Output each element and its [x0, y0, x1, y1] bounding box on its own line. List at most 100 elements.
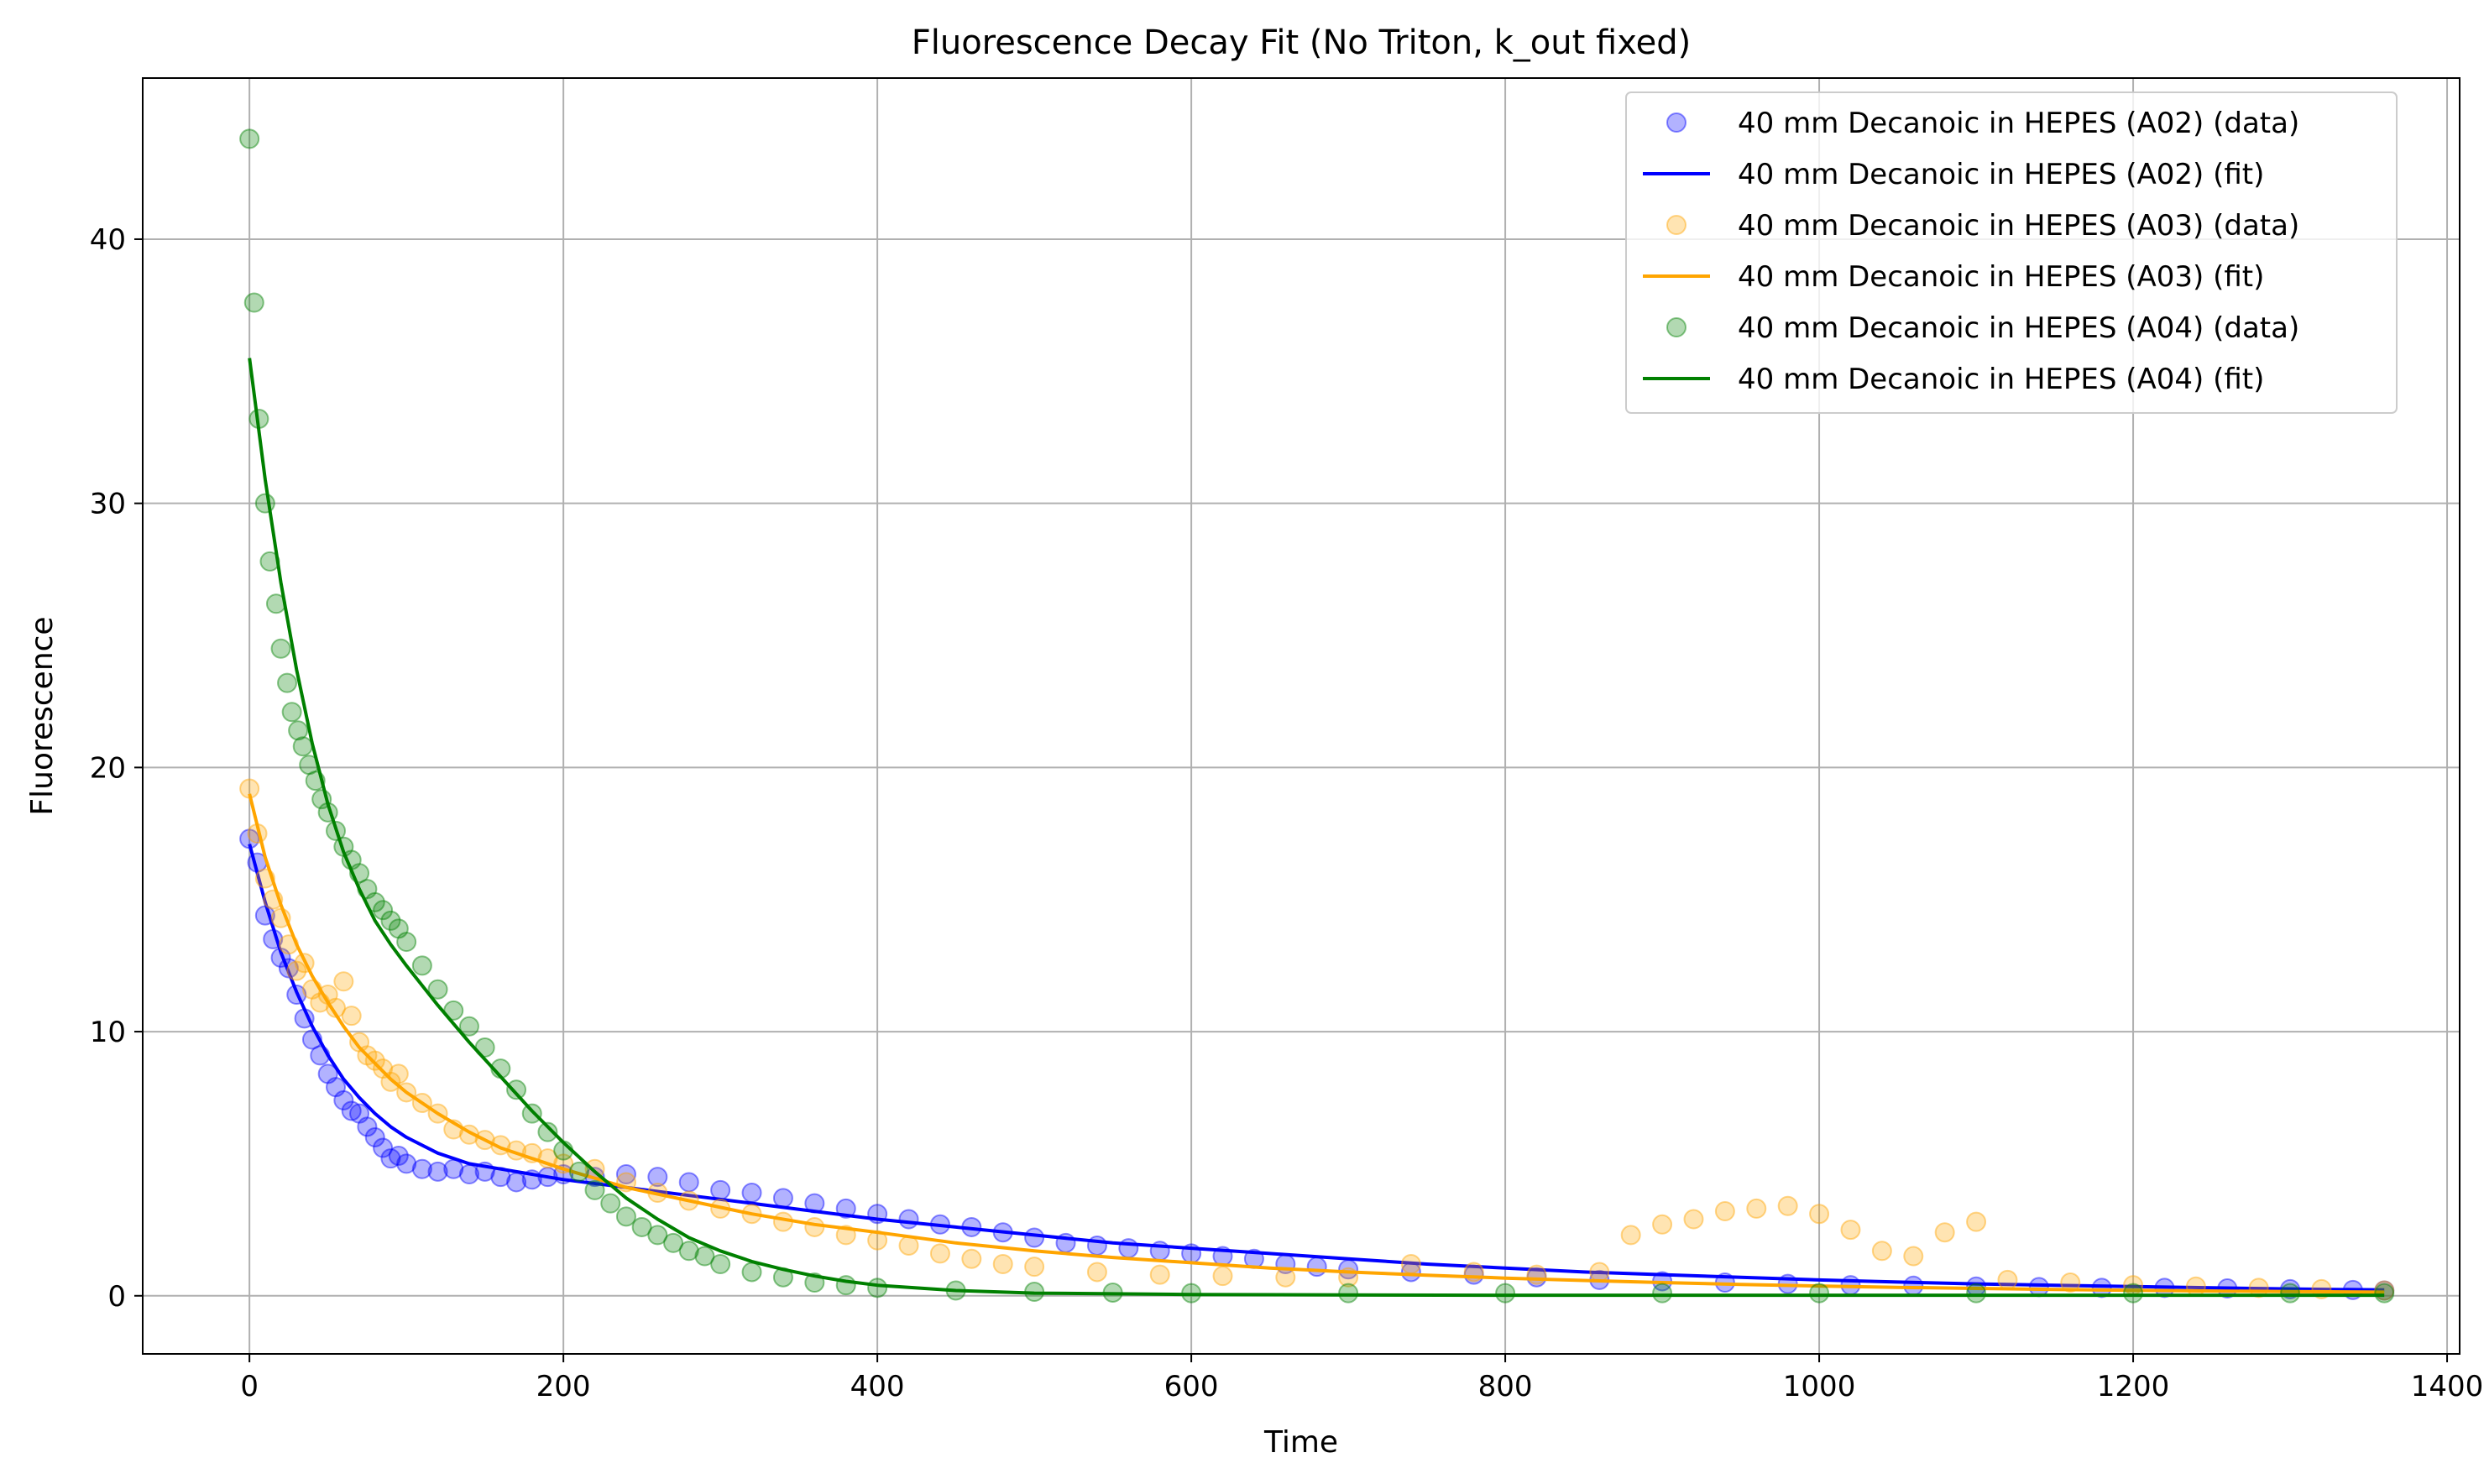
data-point — [521, 1103, 542, 1124]
data-point — [961, 1248, 982, 1269]
legend-label: 40 mm Decanoic in HEPES (A02) (fit) — [1738, 158, 2264, 191]
data-point — [804, 1216, 825, 1237]
data-point — [1589, 1262, 1610, 1283]
data-point — [357, 1116, 378, 1137]
data-point — [1903, 1275, 1924, 1296]
data-point — [1903, 1246, 1924, 1267]
data-point — [678, 1241, 699, 1262]
data-point — [1526, 1264, 1547, 1285]
x-tick-label: 1000 — [1783, 1370, 1856, 1403]
data-point — [380, 1148, 401, 1169]
x-tick-label: 800 — [1478, 1370, 1533, 1403]
data-point — [615, 1206, 636, 1227]
data-point — [1714, 1201, 1735, 1222]
data-point — [1306, 1257, 1327, 1278]
data-point — [349, 1032, 370, 1053]
legend: 40 mm Decanoic in HEPES (A02) (data) 40 m… — [1625, 91, 2398, 414]
data-point — [388, 1145, 409, 1166]
data-point — [1840, 1220, 1861, 1241]
series-4 — [248, 793, 2385, 1294]
data-point — [458, 1016, 479, 1037]
data-point — [388, 1063, 409, 1084]
data-point — [1966, 1211, 1987, 1232]
data-point — [427, 1161, 448, 1182]
fit-line — [248, 793, 2385, 1294]
data-point — [631, 1216, 652, 1237]
data-point — [1400, 1254, 1421, 1275]
data-point — [1997, 1269, 2018, 1290]
x-axis-label: Time — [1263, 1425, 1338, 1460]
data-point — [1024, 1227, 1045, 1248]
data-point — [1652, 1283, 1673, 1304]
data-point — [326, 1077, 346, 1098]
data-point — [1683, 1209, 1704, 1230]
data-point — [2280, 1283, 2301, 1304]
data-point — [898, 1209, 919, 1230]
data-point — [277, 672, 298, 693]
data-point — [411, 1158, 432, 1179]
legend-marker — [1666, 317, 1687, 337]
data-point — [380, 1071, 401, 1092]
legend-label: 40 mm Decanoic in HEPES (A03) (fit) — [1738, 260, 2264, 294]
x-tick-label: 1200 — [2097, 1370, 2170, 1403]
data-point — [341, 1006, 362, 1027]
legend-label: 40 mm Decanoic in HEPES (A04) (fit) — [1738, 363, 2264, 396]
legend-label: 40 mm Decanoic in HEPES (A04) (data) — [1738, 311, 2299, 345]
data-point — [1871, 1241, 1892, 1262]
data-point — [710, 1254, 731, 1275]
data-point — [396, 932, 417, 953]
plot-frame — [142, 77, 2460, 1355]
data-point — [396, 1153, 417, 1174]
data-point — [929, 1243, 950, 1264]
data-point — [373, 1058, 394, 1079]
data-point — [281, 702, 302, 723]
series-6 — [248, 358, 2385, 1298]
data-point — [286, 960, 307, 981]
data-point — [678, 1172, 699, 1193]
data-point — [772, 1188, 793, 1209]
chart-title: Fluorescence Decay Fit (No Triton, k_out… — [912, 24, 1692, 62]
data-point — [2060, 1272, 2081, 1293]
y-tick-label: 10 — [90, 1016, 126, 1049]
data-point — [373, 1137, 394, 1158]
data-point — [1652, 1214, 1673, 1235]
data-point — [867, 1278, 888, 1298]
data-point — [254, 493, 275, 514]
data-point — [1966, 1283, 1987, 1304]
y-tick-label: 40 — [90, 223, 126, 257]
legend-box — [1625, 91, 2398, 414]
data-point — [373, 900, 394, 921]
x-tick-label: 1400 — [2411, 1370, 2484, 1403]
data-point — [1809, 1283, 1830, 1304]
data-point — [243, 292, 264, 313]
data-point — [600, 1193, 621, 1214]
grid — [143, 78, 2460, 1354]
y-tick-label: 0 — [107, 1280, 126, 1314]
data-point — [270, 638, 291, 659]
data-point — [1338, 1283, 1359, 1304]
data-point — [992, 1254, 1013, 1275]
data-point — [317, 1063, 338, 1084]
data-point — [1746, 1198, 1767, 1219]
axes: 0 200 400 600 800 1000 1200 1400 0 10 20 30 40 — [90, 77, 2484, 1403]
data-point — [615, 1164, 636, 1185]
data-point — [1495, 1283, 1516, 1304]
data-point — [1086, 1262, 1107, 1283]
data-point — [380, 910, 401, 931]
data-point — [584, 1179, 605, 1200]
data-point — [364, 1126, 385, 1147]
data-point — [741, 1262, 762, 1283]
data-point — [2123, 1283, 2144, 1304]
data-point — [1809, 1204, 1830, 1225]
fit-line — [248, 358, 2385, 1298]
x-tick-label: 400 — [850, 1370, 905, 1403]
data-point — [647, 1225, 668, 1246]
x-tick-label: 0 — [240, 1370, 259, 1403]
y-tick-label: 20 — [90, 751, 126, 785]
data-point — [647, 1167, 668, 1188]
data-point — [349, 1103, 370, 1124]
data-point — [1275, 1267, 1296, 1288]
legend-item: 40 mm Decanoic in HEPES (A04) (data) — [1666, 311, 2299, 345]
data-point — [568, 1161, 589, 1182]
